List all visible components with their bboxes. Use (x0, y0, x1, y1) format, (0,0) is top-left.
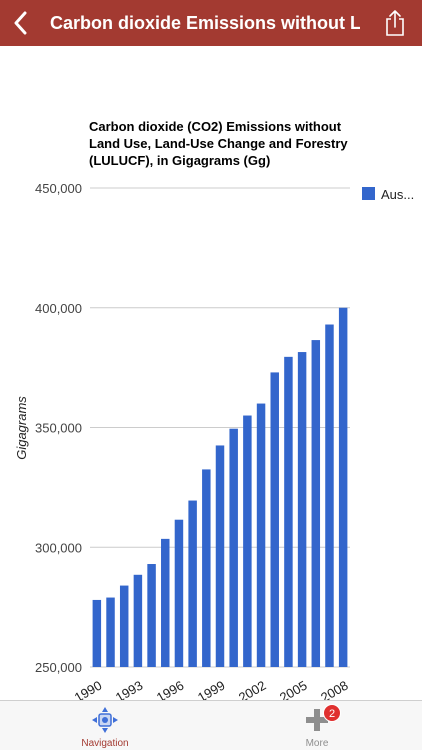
x-tick-label: 2002 (236, 678, 269, 700)
x-tick-label: 1999 (195, 678, 228, 700)
tab-bar: Navigation 2 More (0, 700, 422, 750)
navigation-bar: Carbon dioxide Emissions without L... (0, 0, 422, 46)
share-button[interactable] (382, 6, 408, 40)
bar (215, 445, 225, 667)
legend-swatch (362, 187, 375, 200)
y-axis-label: Gigagrams (14, 396, 29, 460)
page-title: Carbon dioxide Emissions without L... (50, 13, 360, 33)
plus-icon (306, 709, 328, 731)
tab-navigation-label: Navigation (81, 738, 129, 749)
notification-badge: 2 (323, 704, 341, 722)
bar (202, 469, 211, 667)
bar (147, 564, 156, 667)
bar (188, 500, 197, 667)
tab-navigation[interactable]: Navigation (60, 701, 150, 750)
bar (325, 324, 334, 667)
x-tick-label: 2008 (318, 678, 351, 700)
navigation-icon (92, 707, 118, 733)
bar-chart: 450,000 400,000 350,000 300,000 250,000 Gigag… (14, 181, 414, 700)
y-tick-label: 450,000 (35, 181, 82, 196)
bar (338, 307, 348, 667)
chevron-left-icon (14, 11, 27, 35)
chart-title: Carbon dioxide (CO2) Emissions without L… (89, 119, 348, 168)
x-tick-label: 1996 (154, 678, 187, 700)
bar (161, 538, 170, 667)
bar (229, 428, 238, 667)
legend-label: Aus... (381, 187, 414, 202)
bar (92, 599, 102, 667)
bar (174, 519, 184, 667)
bar (297, 352, 307, 667)
bar (311, 340, 321, 667)
bar (243, 415, 252, 667)
bar (284, 356, 293, 667)
bar (256, 403, 266, 667)
x-tick-label: 1993 (113, 678, 146, 700)
back-button[interactable] (8, 6, 34, 40)
tab-more[interactable]: 2 More (272, 701, 362, 750)
content-area (0, 46, 422, 700)
bar (133, 574, 143, 667)
y-tick-label: 400,000 (35, 301, 82, 316)
bar (119, 585, 129, 667)
y-tick-label: 350,000 (35, 421, 82, 436)
bar (106, 597, 115, 667)
y-tick-label: 300,000 (35, 540, 82, 555)
x-tick-label: 1990 (72, 678, 105, 700)
x-tick-label: 2005 (277, 678, 310, 700)
share-icon (386, 10, 404, 36)
bar (270, 372, 279, 667)
y-tick-label: 250,000 (35, 660, 82, 675)
tab-more-label: More (305, 738, 329, 749)
